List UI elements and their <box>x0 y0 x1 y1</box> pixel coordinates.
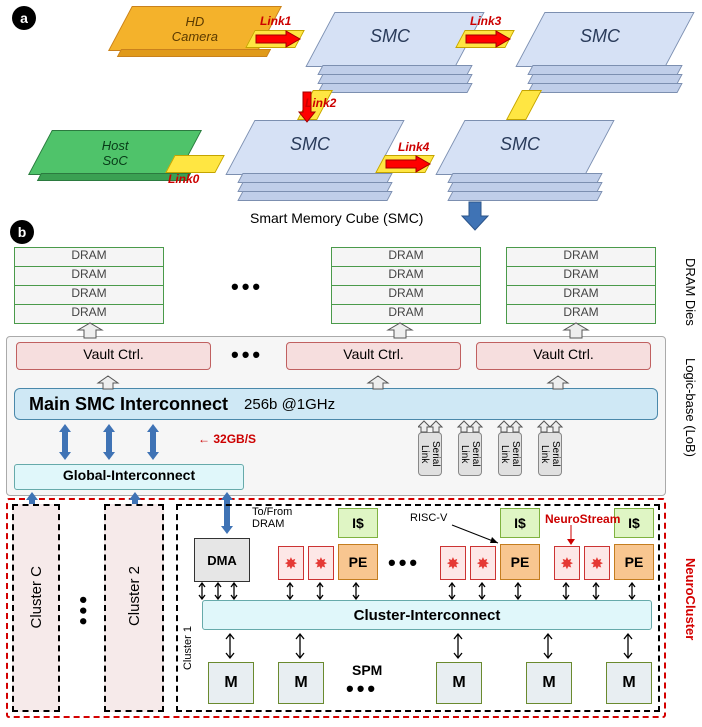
vault-ctrl-1: Vault Ctrl. <box>16 342 211 370</box>
vault-ctrl-2: Vault Ctrl. <box>286 342 461 370</box>
dram-vault-arrow <box>562 322 590 340</box>
m-1: M <box>208 662 254 704</box>
dram-cell: DRAM <box>506 304 656 324</box>
neurostream-arrow <box>567 525 575 547</box>
host-soc-label: Host SoC <box>102 138 129 168</box>
part-a-caption: Smart Memory Cube (SMC) <box>250 210 423 226</box>
pe-3: PE <box>614 544 654 580</box>
bridge-link0 <box>165 155 225 173</box>
icache-2: I$ <box>500 508 540 538</box>
main-ic-rate: 256b @1GHz <box>244 396 335 413</box>
ns-3b: ✸ <box>584 546 610 580</box>
serial-link-3: Serial Link <box>498 432 522 476</box>
global-interconnect: Global-Interconnect <box>14 464 244 490</box>
hd-camera-side <box>117 49 271 57</box>
vault-ic-arrow <box>546 370 570 390</box>
cluster-2-label: Cluster 2 <box>126 566 143 626</box>
dram-cell: DRAM <box>331 247 481 267</box>
m-4: M <box>526 662 572 704</box>
dma-block: DMA <box>194 538 250 582</box>
link0-label: Link0 <box>168 172 199 186</box>
dram-stack-2: DRAM DRAM DRAM DRAM <box>331 248 481 324</box>
dram-cell: DRAM <box>14 285 164 305</box>
cluster-1-label: Cluster 1 <box>182 626 194 670</box>
part-a-badge: a <box>12 6 36 30</box>
vault-ellipsis: ••• <box>231 342 263 368</box>
cluster-interconnect: Cluster-Interconnect <box>202 600 652 630</box>
cluster-c-box: Cluster C <box>12 504 60 712</box>
dram-vault-arrow <box>386 322 414 340</box>
cluster-c-label: Cluster C <box>28 566 45 629</box>
pe-ellipsis: ••• <box>388 550 420 576</box>
dram-cell: DRAM <box>14 247 164 267</box>
pe-ci-arrows <box>194 582 664 600</box>
ic-gi-arrow <box>98 422 120 462</box>
cluster-2-box: Cluster 2 <box>104 504 164 712</box>
serial-arrows <box>418 420 568 434</box>
ic-gi-arrow <box>142 422 164 462</box>
ic-gi-arrow <box>54 422 76 462</box>
smc-1-label: SMC <box>370 26 410 47</box>
bridge-link2b <box>506 90 542 120</box>
risc-v-arrow <box>450 523 500 545</box>
serial-link-4: Serial Link <box>538 432 562 476</box>
pe-2: PE <box>500 544 540 580</box>
neurocluster-label: NeuroCluster <box>683 558 698 640</box>
vault-ic-arrow <box>96 370 120 390</box>
dram-ellipsis: ••• <box>231 274 263 300</box>
pe-1: PE <box>338 544 378 580</box>
part-a-down-arrow <box>460 200 490 232</box>
link3-label: Link3 <box>470 14 501 28</box>
link4-arrow <box>382 155 432 173</box>
vault-ic-arrow <box>366 370 390 390</box>
smc-4-label: SMC <box>500 134 540 155</box>
risc-v-label: RISC-V <box>410 512 447 524</box>
serial-link-1: Serial Link <box>418 432 442 476</box>
dram-vault-arrow <box>76 322 104 340</box>
ns-3a: ✸ <box>554 546 580 580</box>
m-5: M <box>606 662 652 704</box>
link1-arrow <box>252 30 302 48</box>
smc-3-label: SMC <box>290 134 330 155</box>
dram-cell: DRAM <box>506 247 656 267</box>
ns-1a: ✸ <box>278 546 304 580</box>
dram-cell: DRAM <box>14 304 164 324</box>
bandwidth-label: ← 32GB/S <box>198 432 256 446</box>
link4-label: Link4 <box>398 140 429 154</box>
dram-cell: DRAM <box>506 285 656 305</box>
ns-2b: ✸ <box>470 546 496 580</box>
dram-stack-3: DRAM DRAM DRAM DRAM <box>506 248 656 324</box>
link3-arrow <box>462 30 512 48</box>
dram-dies-label: DRAM Dies <box>683 258 698 326</box>
dram-cell: DRAM <box>506 266 656 286</box>
link2-label: Link2 <box>305 96 336 110</box>
dram-cell: DRAM <box>331 285 481 305</box>
hd-camera-label: HD Camera <box>172 14 218 44</box>
to-from-dram-label: To/From DRAM <box>252 506 292 530</box>
dram-cell: DRAM <box>331 266 481 286</box>
ns-2a: ✸ <box>440 546 466 580</box>
part-b-badge: b <box>10 220 34 244</box>
main-ic-label: Main SMC Interconnect <box>29 394 228 415</box>
part-b-region: b DRAM DRAM DRAM DRAM DRAM DRAM DRAM DRA… <box>6 248 696 723</box>
ci-m-arrows <box>204 632 664 660</box>
serial-link-2: Serial Link <box>458 432 482 476</box>
smc-2-label: SMC <box>580 26 620 47</box>
m-3: M <box>436 662 482 704</box>
dram-cell: DRAM <box>331 304 481 324</box>
part-a-region: a HD Camera Host SoC SMC SMC SMC <box>0 0 702 220</box>
dram-stack-1: DRAM DRAM DRAM DRAM <box>14 248 164 324</box>
icache-1: I$ <box>338 508 378 538</box>
neurostream-label: NeuroStream <box>545 512 620 526</box>
logic-base-label: Logic-base (LoB) <box>683 358 698 457</box>
dram-cell: DRAM <box>14 266 164 286</box>
vault-ctrl-3: Vault Ctrl. <box>476 342 651 370</box>
cluster-ellipsis: ••• <box>70 596 96 628</box>
spm-ellipsis: ••• <box>346 676 378 702</box>
ns-1b: ✸ <box>308 546 334 580</box>
link1-label: Link1 <box>260 14 291 28</box>
main-smc-interconnect: Main SMC Interconnect 256b @1GHz <box>14 388 658 420</box>
m-2: M <box>278 662 324 704</box>
